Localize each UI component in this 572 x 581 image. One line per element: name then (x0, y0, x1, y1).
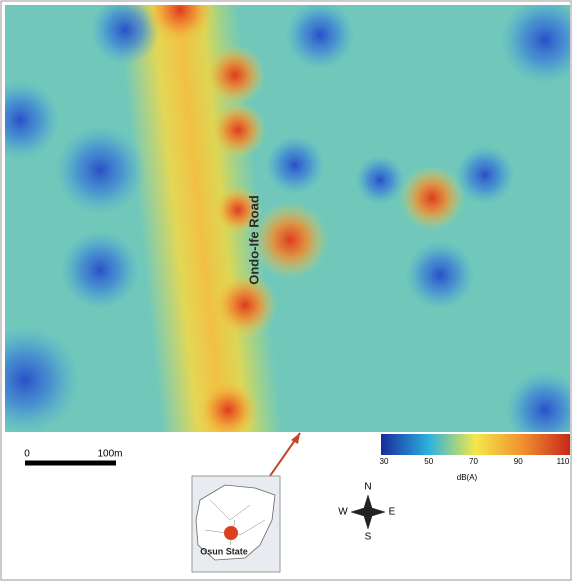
inset-label: Osun State (200, 546, 248, 556)
heatmap (5, 5, 570, 432)
legend-tick-label: 90 (514, 457, 523, 466)
legend-tick-label: 110 (557, 457, 570, 466)
study-location (224, 526, 238, 540)
compass-south: S (365, 532, 372, 543)
legend-tick-label: 30 (380, 457, 389, 466)
scale-start: 0 (24, 449, 30, 460)
compass-north: N (364, 482, 371, 493)
state-outline (195, 484, 276, 561)
arrow-head (291, 433, 300, 444)
legend-tick-label: 50 (424, 457, 433, 466)
legend-tick-label: 70 (469, 457, 478, 466)
compass-west: W (338, 507, 348, 518)
legend-unit: dB(A) (457, 473, 478, 482)
compass-east: E (389, 507, 396, 518)
scale-end: 100m (97, 449, 122, 460)
compass (350, 494, 386, 530)
road-label: Ondo-Ife Road (246, 195, 261, 285)
legend-ticks: 30 50 70 90 110 (380, 457, 570, 466)
legend-colorbar (381, 434, 570, 455)
